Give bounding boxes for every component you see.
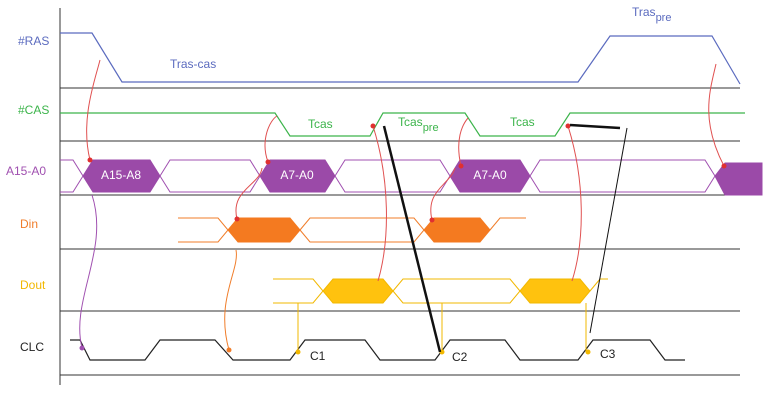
ras-waveform bbox=[60, 32, 741, 85]
bus-idle bbox=[392, 278, 521, 304]
annotation: Tcas bbox=[510, 115, 535, 129]
dot bbox=[585, 349, 591, 355]
arrow bbox=[567, 125, 582, 282]
arrow bbox=[430, 167, 456, 221]
annotation-main: Tcas bbox=[398, 115, 423, 129]
arrow bbox=[264, 115, 278, 163]
bus-value bbox=[423, 217, 491, 243]
bus-idle bbox=[489, 217, 526, 231]
arrow bbox=[224, 249, 237, 351]
timing-line bbox=[382, 125, 442, 353]
bus-idle bbox=[273, 278, 324, 304]
signal-label: Din bbox=[20, 217, 38, 231]
bus-idle bbox=[299, 217, 425, 243]
dot bbox=[265, 159, 271, 165]
signal-label: A15-A0 bbox=[6, 164, 46, 178]
signal-label: #CAS bbox=[18, 103, 49, 117]
bus-idle bbox=[529, 159, 716, 193]
dot bbox=[226, 347, 232, 353]
dot bbox=[458, 163, 464, 169]
dot bbox=[565, 123, 571, 129]
annotation-main: Tras bbox=[632, 5, 656, 19]
arrow bbox=[458, 117, 469, 167]
clock-label: C1 bbox=[310, 349, 326, 363]
bus-value bbox=[714, 162, 763, 196]
clock-label: C2 bbox=[452, 350, 468, 364]
bus-value bbox=[322, 278, 394, 304]
arrow bbox=[708, 63, 725, 167]
clock-waveform bbox=[70, 339, 685, 361]
dot bbox=[79, 345, 85, 351]
bus-value bbox=[259, 159, 336, 193]
dot bbox=[295, 349, 301, 355]
timing-line bbox=[569, 123, 621, 130]
arrow bbox=[86, 59, 101, 161]
cas-waveform bbox=[60, 112, 745, 137]
bus-label: A7-A0 bbox=[280, 168, 314, 182]
bus-label: A15-A8 bbox=[101, 168, 141, 182]
bus-idle bbox=[159, 159, 261, 193]
dot bbox=[234, 216, 240, 222]
dot bbox=[370, 123, 376, 129]
arrow bbox=[372, 125, 387, 282]
annotation-sub: pre bbox=[656, 12, 672, 24]
arrow bbox=[235, 167, 263, 220]
bus-idle bbox=[178, 217, 229, 243]
bus-label: A7-A0 bbox=[473, 168, 507, 182]
signal-label: Dout bbox=[20, 278, 46, 292]
annotation: Tcaspre bbox=[398, 115, 439, 134]
bus-value bbox=[82, 159, 161, 193]
bus-edge bbox=[60, 159, 84, 193]
annotation: Tras-cas bbox=[170, 57, 216, 71]
clock-label: C3 bbox=[600, 347, 616, 361]
signal-label: CLC bbox=[20, 340, 44, 354]
annotation: Tcas bbox=[308, 117, 333, 131]
dot bbox=[429, 217, 435, 223]
dot bbox=[721, 163, 727, 169]
annotation-sub: pre bbox=[423, 122, 439, 134]
timing-line bbox=[589, 127, 628, 334]
grid bbox=[59, 8, 740, 385]
bus-value bbox=[519, 278, 591, 304]
signal-label: #RAS bbox=[18, 34, 49, 48]
arrow bbox=[79, 194, 98, 349]
dot bbox=[87, 157, 93, 163]
bus-value bbox=[227, 217, 301, 243]
annotation: Traspre bbox=[632, 5, 671, 24]
